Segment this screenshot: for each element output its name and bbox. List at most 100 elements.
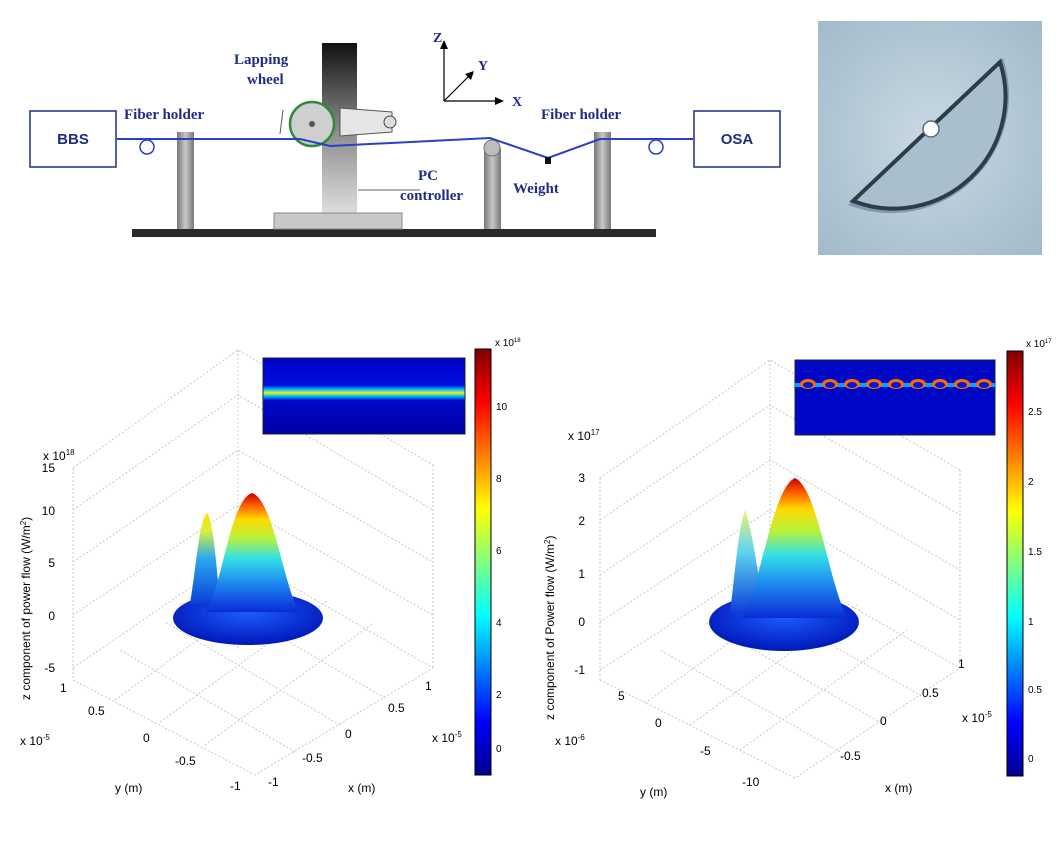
pulley xyxy=(483,139,501,157)
plot-right-xlabel: x (m) xyxy=(885,781,912,795)
stage xyxy=(273,212,403,230)
plot-right-ylabel: y (m) xyxy=(640,785,667,799)
plot-right-cb-tick: 1 xyxy=(1028,617,1034,628)
bbs-box xyxy=(29,110,117,168)
plot-right-ztick: 3 xyxy=(578,471,585,485)
plot-right-inset-spots xyxy=(800,379,992,389)
wheel-indicator xyxy=(279,109,284,135)
plot-left: x 1018 15 10 5 0 -5 z component of power… xyxy=(19,338,521,795)
center-post xyxy=(484,148,501,229)
lapping-wheel-label-1: Lapping xyxy=(234,52,289,68)
inset-hot-spot-core xyxy=(957,382,967,388)
plot-left-ztick: 5 xyxy=(48,556,55,570)
plot-left-xtick: 0.5 xyxy=(388,701,405,715)
micrograph xyxy=(818,21,1042,255)
plot-right-cb-scale: x 1017 xyxy=(1026,339,1052,350)
plot-right-cb-tick: 1.5 xyxy=(1028,547,1042,558)
wheel-hub xyxy=(309,121,315,127)
plot-left-inset xyxy=(262,357,466,435)
plot-right-ytick: 0 xyxy=(655,716,662,730)
plot-left-cb-tick: 4 xyxy=(496,618,502,629)
weight-label: Weight xyxy=(513,181,559,197)
plot-right-xtick: 1 xyxy=(958,657,965,671)
fiber-holder-right-label: Fiber holder xyxy=(541,107,621,123)
weight-block xyxy=(545,157,551,164)
inset-hot-spot-core xyxy=(869,382,879,388)
plot-right-ztick: -1 xyxy=(574,663,585,677)
plot-right-inset xyxy=(794,359,996,436)
plot-left-xlabel: x (m) xyxy=(348,781,375,795)
plot-left-cb-tick: 0 xyxy=(496,744,502,755)
plot-left-ytick: -1 xyxy=(230,779,241,793)
plot-left-ytick: 0.5 xyxy=(88,704,105,718)
plot-right-cb-tick: 2.5 xyxy=(1028,407,1042,418)
plot-right-xtick: 0.5 xyxy=(922,686,939,700)
plot-right-colorbar xyxy=(1006,350,1024,777)
plot-left-cb-tick: 10 xyxy=(496,402,508,413)
plot-left-xtick: -1 xyxy=(268,775,279,789)
arm xyxy=(339,107,393,137)
plot-right-ytick: -10 xyxy=(742,775,760,789)
plot-left-ztick: 15 xyxy=(42,461,56,475)
plot-left-xscale: x 10-5 xyxy=(432,730,462,745)
inset-hot-spot-core xyxy=(891,382,901,388)
plot-left-cb-tick: 6 xyxy=(496,546,502,557)
plot-right-ztick: 2 xyxy=(578,514,585,528)
axis-y-label: Y xyxy=(478,59,488,74)
plot-left-colorbar xyxy=(474,348,492,776)
plot-right-xtick: 0 xyxy=(880,714,887,728)
fiber-holder-left-label: Fiber holder xyxy=(124,107,204,123)
fiber xyxy=(117,136,693,160)
plot-right-xtick: -0.5 xyxy=(840,749,861,763)
plot-left-cb-tick: 8 xyxy=(496,474,502,485)
plot-left-side-lobe xyxy=(190,513,220,604)
pc-label-2: controller xyxy=(400,188,463,204)
inset-hot-spot-core xyxy=(803,382,813,388)
inset-hot-spot-core xyxy=(847,382,857,388)
plot-left-cb-scale: x 1018 xyxy=(495,338,521,349)
plot-left-xtick: 1 xyxy=(425,679,432,693)
plot-right-main-peak xyxy=(742,478,848,618)
plot-left-yscale: x 10-5 xyxy=(20,733,50,748)
coordinate-axes: Z Y X xyxy=(433,31,522,110)
osa-box xyxy=(693,110,781,168)
plot-right: x 1017 3 2 1 0 -1 z component of Power f… xyxy=(543,339,1052,799)
plot-left-xtick: -0.5 xyxy=(302,751,323,765)
lapping-wheel-label-2: wheel xyxy=(247,72,284,88)
plot-left-ytick: 1 xyxy=(60,681,67,695)
inset-hot-spot-core xyxy=(935,382,945,388)
plot-right-ytick: -5 xyxy=(700,744,711,758)
osa-label: OSA xyxy=(721,131,754,148)
plot-left-ztick: 10 xyxy=(42,504,56,518)
fiber-loop-right xyxy=(648,139,664,155)
inset-hot-spot-core xyxy=(913,382,923,388)
right-post xyxy=(594,132,611,229)
plot-right-cb-tick: 0 xyxy=(1028,754,1034,765)
plot-left-ytick: 0 xyxy=(143,731,150,745)
bbs-label: BBS xyxy=(57,131,89,148)
fiber-loop-left xyxy=(139,139,155,155)
plot-left-ztick: 0 xyxy=(48,609,55,623)
fiber-core xyxy=(922,120,940,138)
plot-right-cb-tick: 0.5 xyxy=(1028,685,1042,696)
plot-right-xscale: x 10-5 xyxy=(962,710,992,725)
plot-right-ztick: 1 xyxy=(578,567,585,581)
plot-left-ytick: -0.5 xyxy=(175,754,196,768)
plot-right-ztick: 0 xyxy=(578,615,585,629)
base-rail xyxy=(132,229,656,237)
plot-left-zlabel: z component of power flow (W/m2) xyxy=(19,517,33,700)
plot-left-xtick: 0 xyxy=(345,727,352,741)
plot-left-cb-tick: 2 xyxy=(496,690,502,701)
inset-hot-spot-core xyxy=(825,382,835,388)
inset-hot-spot-core xyxy=(979,382,989,388)
plot-left-zscale: x 1018 xyxy=(43,448,75,463)
plot-right-yscale: x 10-6 xyxy=(555,733,585,748)
axis-x-label: X xyxy=(512,95,522,110)
pc-label-1: PC xyxy=(418,168,438,184)
axis-z-label: Z xyxy=(433,31,442,46)
plot-right-cb-tick: 2 xyxy=(1028,477,1034,488)
left-post xyxy=(177,132,194,229)
plot-right-zscale: x 1017 xyxy=(568,428,600,443)
plot-left-ztick: -5 xyxy=(44,661,55,675)
